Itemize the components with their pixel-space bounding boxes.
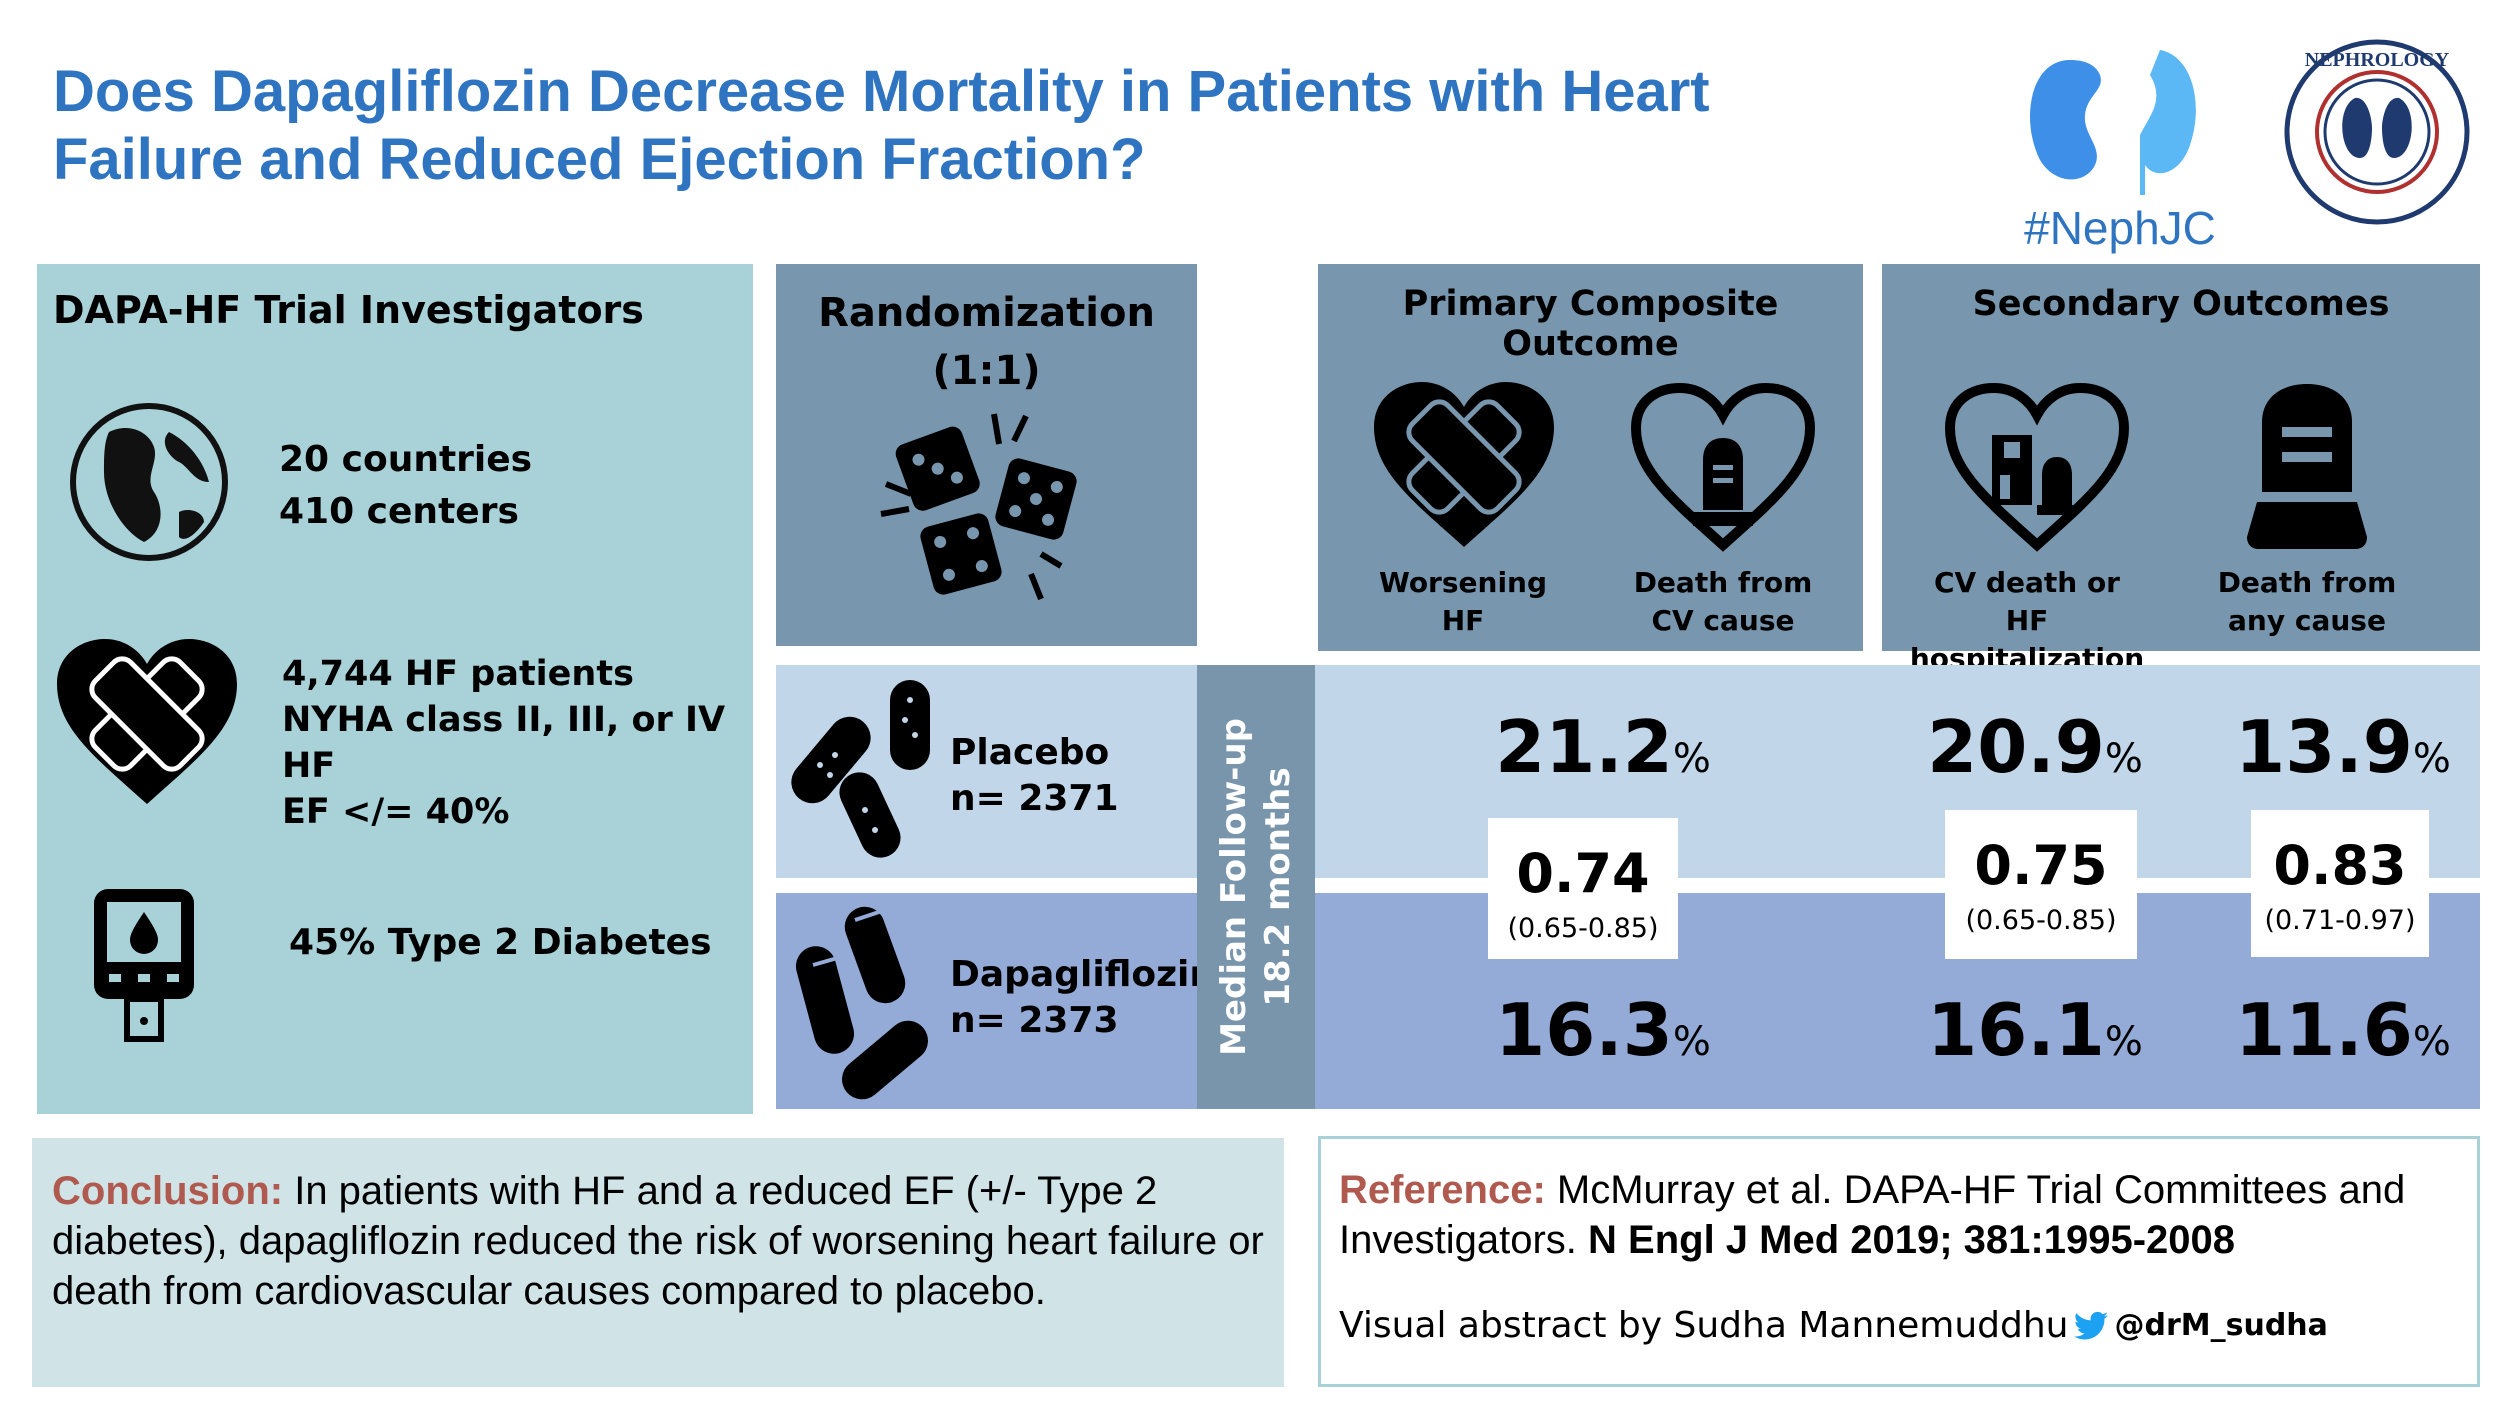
diabetes-percent: 45% Type 2 Diabetes [289, 922, 712, 963]
outcome-label: Worsening HF [1378, 566, 1548, 637]
outcome-label: CV death or [1933, 566, 2120, 599]
journal-citation: N Engl J Med 2019; 381:1995-2008 [1588, 1218, 2236, 1262]
bandaged-heart-icon [57, 639, 237, 804]
page-title: Does Dapagliflozin Decrease Mortality in… [53, 59, 1710, 192]
followup-label: Median Follow-up [1214, 718, 1254, 1056]
placebo-n: n= 2371 [950, 778, 1119, 819]
median-followup-column: Median Follow-up 18.2 months [1197, 665, 1315, 1109]
conclusion-text: In patients with HF and a reduced EF (+/… [52, 1169, 1264, 1313]
countries-count: 20 countries [279, 439, 533, 480]
randomization-panel: Randomization (1:1) [776, 264, 1197, 646]
reference-label: Reference: [1339, 1168, 1546, 1212]
glucose-meter-icon [94, 889, 194, 1042]
credit-text: Visual abstract by Sudha Mannemuddhu [1339, 1305, 2069, 1346]
nephrology-seal-logo: NEPHROLOGY [2283, 38, 2471, 226]
outcome-label: any cause [2228, 604, 2386, 637]
svg-text:NEPHROLOGY: NEPHROLOGY [2305, 49, 2450, 71]
heart-tombstone-icon [1630, 382, 1816, 552]
conclusion-label: Conclusion: [52, 1169, 284, 1213]
ejection-fraction: EF </= 40% [282, 792, 510, 832]
dapagliflozin-value: 16.1% [1927, 988, 2143, 1072]
outcome-label: Death from [2217, 566, 2397, 599]
centers-count: 410 centers [279, 491, 519, 532]
secondary-heading: Secondary Outcomes [1972, 284, 2390, 324]
randomization-heading: Randomization [818, 290, 1155, 336]
twitter-icon [2074, 1311, 2109, 1339]
patients-count: 4,744 HF patients [282, 654, 634, 694]
nyha-class: NYHA class II, III, or IV HF [282, 700, 726, 786]
investigators-heading: DAPA-HF Trial Investigators [53, 288, 644, 332]
reference-text: McMurray et al. DAPA-HF Trial Committees… [1339, 1168, 2406, 1262]
hazard-ratio-box: 0.83 (0.71-0.97) [2251, 810, 2429, 957]
twitter-handle[interactable]: @drM_sudha [2114, 1308, 2328, 1343]
placebo-pills-icon [791, 680, 930, 858]
randomization-ratio: (1:1) [932, 348, 1041, 394]
nephjc-text: #NephJC [2024, 202, 2216, 254]
placebo-value: 21.2% [1495, 705, 1711, 789]
dice-icon [880, 413, 1077, 601]
placebo-value: 13.9% [2235, 705, 2451, 789]
dapagliflozin-value: 16.3% [1495, 988, 1711, 1072]
dapagliflozin-value: 11.6% [2235, 988, 2451, 1072]
followup-duration: 18.2 months [1258, 767, 1298, 1007]
hazard-ratio-box: 0.74 (0.65-0.85) [1488, 818, 1678, 959]
outcome-label: CV cause [1651, 604, 1795, 637]
secondary-outcome-panel: Secondary Outcomes CV death or HF hospit… [1882, 264, 2480, 675]
heart-hospital-icon [1944, 382, 2130, 552]
outcome-label: Death from [1633, 566, 1813, 599]
hazard-ratio-box: 0.75 (0.65-0.85) [1945, 810, 2137, 959]
reference-box: Reference: McMurray et al. DAPA-HF Trial… [1318, 1136, 2480, 1387]
kidney-icon [2030, 50, 2196, 195]
nephjc-logo: #NephJC [2010, 40, 2230, 254]
dapagliflozin-label: Dapagliflozin [950, 954, 1216, 995]
placebo-label: Placebo [950, 732, 1110, 773]
investigators-panel: DAPA-HF Trial Investigators 20 countries… [37, 264, 753, 1114]
conclusion-box: Conclusion: In patients with HF and a re… [32, 1138, 1284, 1387]
capsules-icon [795, 906, 928, 1100]
dapagliflozin-n: n= 2373 [950, 1000, 1119, 1041]
globe-icon [70, 403, 228, 561]
primary-outcome-panel: Primary Composite Outcome Worsening HF D… [1318, 264, 1863, 651]
placebo-value: 20.9% [1927, 705, 2143, 789]
tombstone-icon [2247, 384, 2367, 549]
primary-heading: Primary Composite Outcome [1402, 284, 1779, 364]
bandaged-heart-icon [1374, 382, 1554, 547]
